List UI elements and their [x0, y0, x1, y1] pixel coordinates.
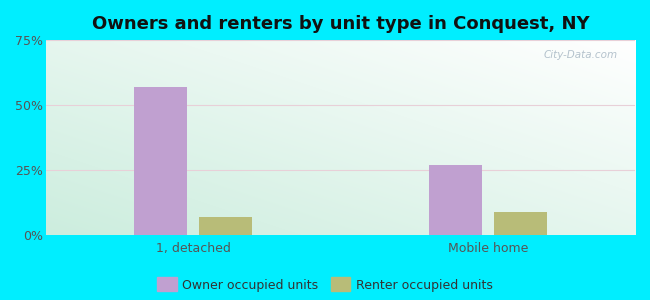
- Legend: Owner occupied units, Renter occupied units: Owner occupied units, Renter occupied un…: [157, 279, 493, 292]
- Bar: [429, 165, 482, 235]
- Text: City-Data.com: City-Data.com: [543, 50, 618, 60]
- Bar: [134, 87, 187, 235]
- Bar: [199, 217, 252, 235]
- Bar: [493, 212, 547, 235]
- Title: Owners and renters by unit type in Conquest, NY: Owners and renters by unit type in Conqu…: [92, 15, 589, 33]
